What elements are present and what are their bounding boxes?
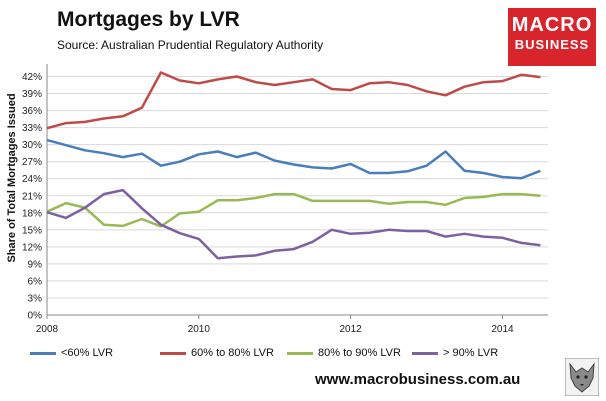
footer-url[interactable]: www.macrobusiness.com.au: [315, 371, 521, 388]
y-tick-label: 18%: [22, 208, 42, 219]
y-tick-label: 15%: [22, 225, 42, 236]
y-tick-label: 27%: [22, 157, 42, 168]
y-tick-label: 21%: [22, 191, 42, 202]
legend-label: > 90% LVR: [443, 347, 499, 359]
chart-gridlines: [47, 76, 548, 299]
legend-swatch: [412, 351, 438, 355]
chart-subtitle: Source: Australian Prudential Regulatory…: [57, 38, 324, 52]
y-tick-label: 30%: [22, 140, 42, 151]
y-tick-label: 6%: [28, 276, 43, 287]
legend-swatch: [287, 351, 313, 355]
y-tick-label: 12%: [22, 242, 42, 253]
legend-swatch: [30, 351, 56, 355]
x-tick-label: 2010: [188, 324, 211, 335]
y-tick-label: 36%: [22, 106, 42, 117]
macrobusiness-logo: MACRO BUSINESS: [508, 8, 596, 66]
y-tick-label: 42%: [22, 72, 42, 83]
y-tick-label: 9%: [28, 259, 43, 270]
chart-legend: <60% LVR 60% to 80% LVR 80% to 90% LVR > 90…: [30, 347, 510, 363]
series-lines: [46, 71, 541, 260]
y-tick-label: 24%: [22, 174, 42, 185]
legend-label: 80% to 90% LVR: [318, 347, 401, 359]
x-axis-ticks: 2008 2010 2012 2014: [36, 315, 514, 335]
x-tick-label: 2014: [491, 324, 514, 335]
y-tick-label: 33%: [22, 123, 42, 134]
legend-item: 80% to 90% LVR: [287, 347, 401, 359]
x-tick-label: 2008: [36, 324, 59, 335]
legend-item: 60% to 80% LVR: [160, 347, 274, 359]
x-tick-label: 2012: [340, 324, 363, 335]
series-line-1: [46, 71, 541, 130]
legend-item: <60% LVR: [30, 347, 113, 359]
legend-label: <60% LVR: [61, 347, 114, 359]
series-line-0: [46, 138, 541, 180]
logo-line1: MACRO: [511, 14, 593, 36]
y-tick-label: 39%: [22, 89, 42, 100]
series-line-3: [46, 188, 541, 260]
y-tick-label: 0%: [28, 311, 43, 322]
chart-axes: [46, 64, 548, 316]
series-line-2: [46, 192, 541, 228]
y-tick-label: 3%: [28, 293, 43, 304]
legend-item: > 90% LVR: [412, 347, 498, 359]
y-axis-ticks: 0% 3% 6% 9% 12% 15% 18% 21% 24% 27% 30% 33% 36% 39% 42…: [22, 72, 42, 321]
chart-title: Mortgages by LVR: [57, 8, 240, 31]
logo-line2: BUSINESS: [514, 37, 590, 52]
legend-swatch: [160, 351, 186, 355]
wolf-logo-icon: [565, 358, 599, 396]
legend-label: 60% to 80% LVR: [191, 347, 274, 359]
y-axis-label: Share of Total Mortgages Issued: [6, 93, 18, 262]
